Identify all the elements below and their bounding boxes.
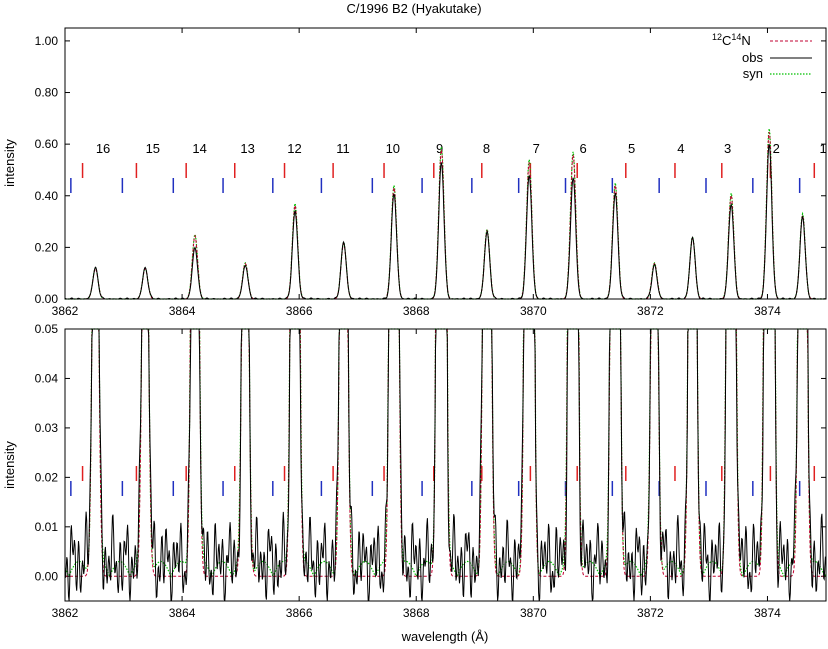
top-series-syn — [65, 128, 826, 300]
band-label: 15 — [146, 141, 160, 156]
top-ytick-label: 1.00 — [35, 34, 59, 48]
bottom-plot-frame — [64, 328, 827, 602]
bottom-ylabel: intensity — [2, 441, 17, 489]
top-ytick-label: 0.20 — [35, 240, 59, 254]
bot-xtick-label: 3870 — [520, 606, 547, 620]
legend: 12C14N obs syn — [712, 32, 812, 81]
bot-series-syn — [64, 328, 827, 578]
bottom-panel: 3862 3864 3866 3868 3870 3872 3874 0.00 0.01 0.02… — [2, 322, 827, 644]
top-xtick-label: 3862 — [52, 304, 79, 318]
figure-title: C/1996 B2 (Hyakutake) — [346, 1, 481, 16]
top-ylabel: intensity — [2, 139, 17, 187]
bot-ytick-label: 0.00 — [35, 569, 59, 583]
top-xtick-label: 3868 — [403, 304, 430, 318]
band-label: 5 — [628, 141, 635, 156]
bot-xtick-label: 3868 — [403, 606, 430, 620]
top-xtick-label: 3870 — [520, 304, 547, 318]
top-ytick-label: 0.00 — [35, 292, 59, 306]
band-label: 3 — [724, 141, 731, 156]
band-label: 14 — [192, 141, 206, 156]
bot-xtick-label: 3874 — [754, 606, 781, 620]
legend-obs-label: obs — [742, 50, 763, 65]
bot-ytick-label: 0.02 — [35, 470, 59, 484]
top-ytick-label: 0.60 — [35, 137, 59, 151]
top-xtick-label: 3874 — [754, 304, 781, 318]
bot-ytick-label: 0.01 — [35, 520, 59, 534]
legend-syn-label: syn — [743, 66, 763, 81]
x-axis-label: wavelength (Å) — [401, 629, 489, 644]
band-label: 1 — [819, 141, 826, 156]
band-label: 6 — [579, 141, 586, 156]
band-label: 8 — [483, 141, 490, 156]
top-series-model — [65, 132, 826, 300]
band-label: 2 — [773, 141, 780, 156]
top-plot-frame — [64, 27, 827, 300]
band-label: 7 — [533, 141, 540, 156]
band-label: 4 — [677, 141, 684, 156]
top-ytick-label: 0.80 — [35, 86, 59, 100]
bot-xtick-label: 3862 — [52, 606, 79, 620]
legend-model-label: 12C14N — [712, 32, 751, 48]
top-xtick-label: 3866 — [286, 304, 313, 318]
band-label: 13 — [240, 141, 254, 156]
top-panel: 3862 3864 3866 3868 3870 3872 38740.000.200.40… — [2, 27, 827, 318]
bot-xtick-label: 3866 — [286, 606, 313, 620]
bot-ytick-label: 0.05 — [35, 322, 59, 336]
bot-ytick-label: 0.04 — [35, 371, 59, 385]
band-label: 12 — [287, 141, 301, 156]
top-xtick-label: 3864 — [169, 304, 196, 318]
band-label: 9 — [436, 141, 443, 156]
top-series-obs — [64, 144, 827, 300]
top-ytick-label: 0.40 — [35, 189, 59, 203]
bot-series-model — [65, 328, 826, 577]
bot-ytick-label: 0.03 — [35, 421, 59, 435]
top-xtick-label: 3872 — [637, 304, 664, 318]
bot-xtick-label: 3872 — [637, 606, 664, 620]
bot-xtick-label: 3864 — [169, 606, 196, 620]
band-label: 10 — [386, 141, 400, 156]
band-label: 16 — [96, 141, 110, 156]
bot-series-obs — [64, 328, 827, 602]
band-label: 11 — [336, 141, 350, 156]
